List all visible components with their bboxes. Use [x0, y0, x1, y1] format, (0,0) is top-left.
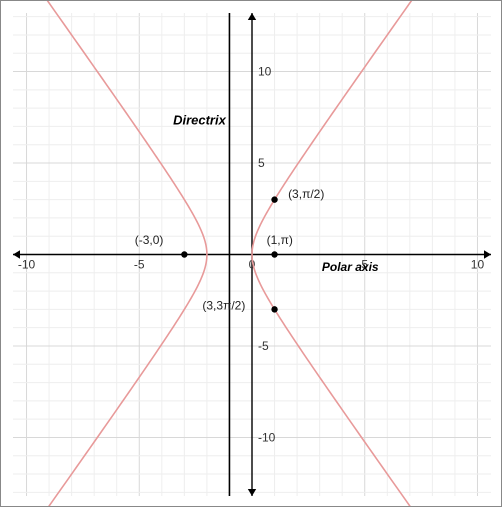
- plotted-point: [271, 251, 277, 257]
- polar-hyperbola-chart: -10-50510-10-5510DirectrixPolar axis(-3,…: [0, 0, 502, 507]
- point-label: (3,π/2): [288, 187, 324, 201]
- plotted-point: [181, 251, 187, 257]
- plotted-point: [271, 306, 277, 312]
- svg-text:-10: -10: [18, 258, 36, 272]
- point-label: (1,π): [267, 233, 293, 247]
- chart-svg: -10-50510-10-5510DirectrixPolar axis(-3,…: [1, 1, 502, 507]
- svg-text:-5: -5: [258, 339, 269, 353]
- plotted-point: [271, 196, 277, 202]
- directrix-label: Directrix: [173, 113, 227, 128]
- svg-text:5: 5: [258, 156, 265, 170]
- svg-text:10: 10: [258, 65, 272, 79]
- point-label: (3,3π/2): [202, 299, 245, 313]
- svg-text:-5: -5: [134, 258, 145, 272]
- point-label: (-3,0): [135, 233, 164, 247]
- svg-text:10: 10: [471, 258, 485, 272]
- svg-text:-10: -10: [258, 430, 276, 444]
- polar-axis-label: Polar axis: [322, 260, 379, 274]
